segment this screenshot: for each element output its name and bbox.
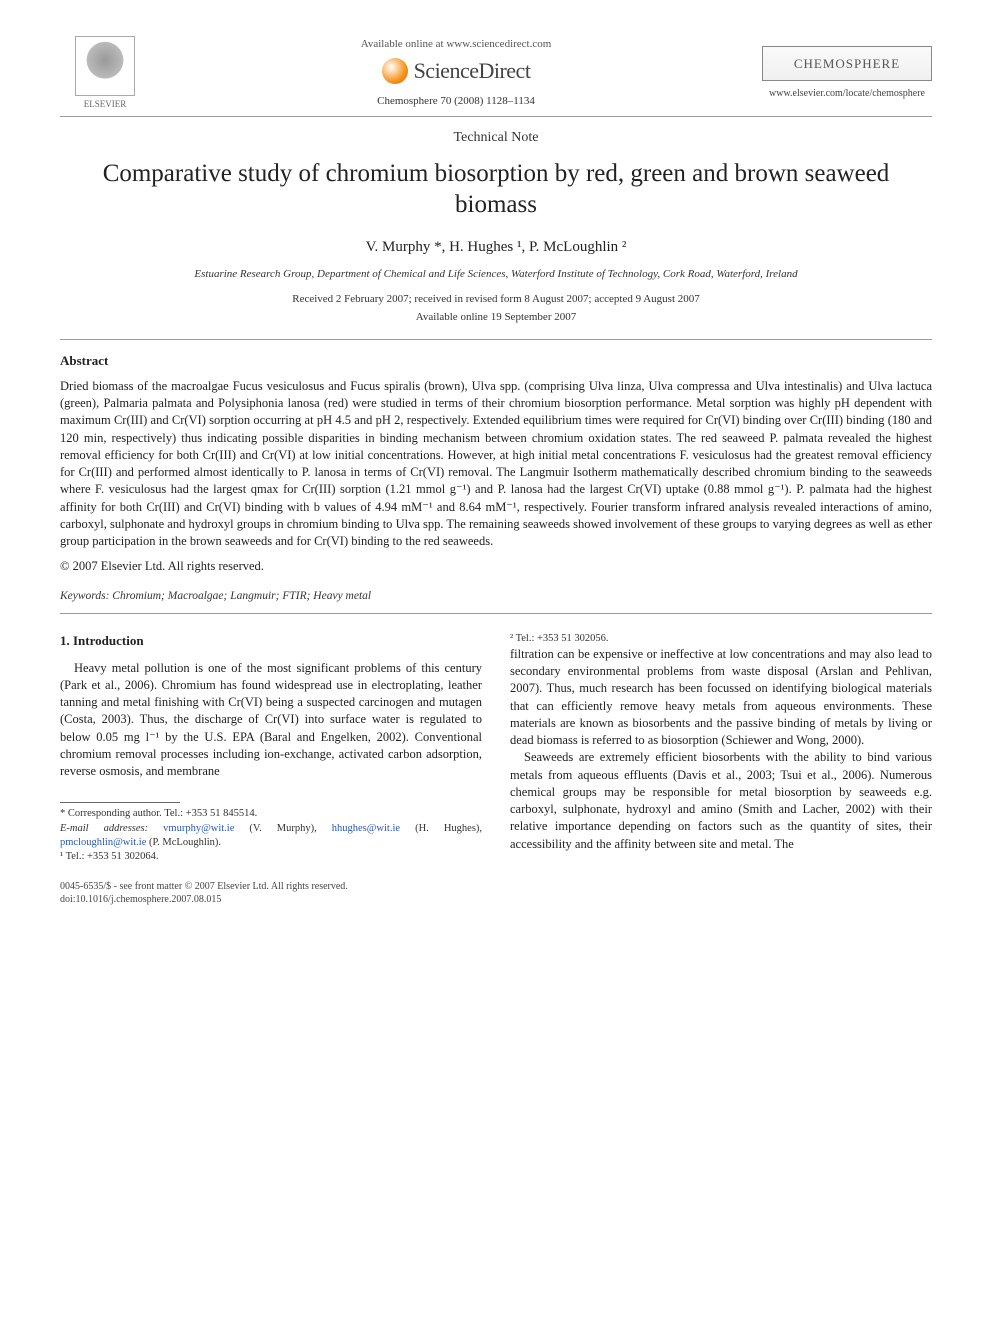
abstract-copyright: © 2007 Elsevier Ltd. All rights reserved… [60, 558, 932, 575]
keywords-rule [60, 613, 932, 614]
header-center: Available online at www.sciencedirect.co… [150, 37, 762, 108]
email-link-3[interactable]: pmcloughlin@wit.ie [60, 837, 146, 848]
footer-doi: doi:10.1016/j.chemosphere.2007.08.015 [60, 893, 348, 906]
email-link-2[interactable]: hhughes@wit.ie [332, 823, 400, 834]
journal-citation: Chemosphere 70 (2008) 1128–1134 [150, 94, 762, 109]
intro-paragraph-1: Heavy metal pollution is one of the most… [60, 660, 482, 781]
received-dates: Received 2 February 2007; received in re… [60, 292, 932, 307]
email-who-3: (P. McLoughlin). [149, 837, 221, 848]
sciencedirect-logo: ScienceDirect [150, 56, 762, 86]
publisher-name: ELSEVIER [60, 98, 150, 110]
author-list: V. Murphy *, H. Hughes ¹, P. McLoughlin … [60, 237, 932, 257]
keywords-list: Chromium; Macroalgae; Langmuir; FTIR; He… [112, 590, 371, 602]
available-online-text: Available online at www.sciencedirect.co… [150, 37, 762, 52]
email-who-2: (H. Hughes), [415, 823, 482, 834]
sciencedirect-ball-icon [382, 58, 408, 84]
journal-url: www.elsevier.com/locate/chemosphere [762, 87, 932, 101]
email-link-1[interactable]: vmurphy@wit.ie [163, 823, 234, 834]
footer-copyright: 0045-6535/$ - see front matter © 2007 El… [60, 880, 348, 893]
corresponding-author: * Corresponding author. Tel.: +353 51 84… [60, 807, 482, 821]
abstract-heading: Abstract [60, 352, 932, 370]
keywords-line: Keywords: Chromium; Macroalgae; Langmuir… [60, 589, 932, 605]
body-two-column: 1. Introduction Heavy metal pollution is… [60, 632, 932, 864]
article-type: Technical Note [60, 129, 932, 148]
intro-heading: 1. Introduction [60, 632, 482, 650]
email-addresses: E-mail addresses: vmurphy@wit.ie (V. Mur… [60, 822, 482, 850]
footnote-1: ¹ Tel.: +353 51 302064. [60, 850, 482, 864]
publisher-logo-block: ELSEVIER [60, 36, 150, 110]
footnote-2: ² Tel.: +353 51 302056. [510, 632, 932, 646]
footnote-rule [60, 802, 180, 803]
journal-header: ELSEVIER Available online at www.science… [60, 36, 932, 110]
keywords-label: Keywords: [60, 590, 109, 602]
affiliation: Estuarine Research Group, Department of … [60, 267, 932, 282]
page-footer: 0045-6535/$ - see front matter © 2007 El… [60, 880, 932, 906]
online-date: Available online 19 September 2007 [60, 310, 932, 325]
intro-paragraph-2: filtration can be expensive or ineffecti… [510, 646, 932, 750]
header-rule [60, 116, 932, 117]
article-title: Comparative study of chromium biosorptio… [60, 158, 932, 221]
intro-paragraph-3: Seaweeds are extremely efficient biosorb… [510, 749, 932, 853]
footer-left: 0045-6535/$ - see front matter © 2007 El… [60, 880, 348, 906]
abstract-top-rule [60, 339, 932, 340]
author-names: V. Murphy *, H. Hughes ¹, P. McLoughlin … [366, 239, 627, 255]
journal-title-block: CHEMOSPHERE www.elsevier.com/locate/chem… [762, 46, 932, 101]
journal-title: CHEMOSPHERE [762, 46, 932, 82]
sciencedirect-name: ScienceDirect [414, 56, 531, 86]
email-who-1: (V. Murphy), [249, 823, 316, 834]
abstract-body: Dried biomass of the macroalgae Fucus ve… [60, 378, 932, 551]
elsevier-tree-icon [75, 36, 135, 96]
emails-label: E-mail addresses: [60, 823, 148, 834]
